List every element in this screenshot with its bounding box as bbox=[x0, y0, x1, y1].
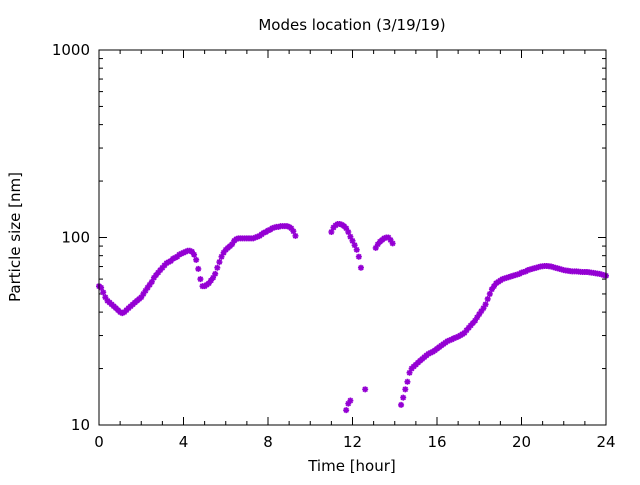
data-point bbox=[290, 228, 297, 235]
chart-title: Modes location (3/19/19) bbox=[258, 16, 445, 34]
data-point bbox=[476, 311, 483, 318]
x-tick-label: 24 bbox=[596, 433, 615, 451]
data-point bbox=[347, 233, 354, 240]
data-point bbox=[345, 400, 352, 407]
y-tick-label: 100 bbox=[61, 229, 90, 247]
x-tick-label: 8 bbox=[263, 433, 273, 451]
data-point bbox=[465, 324, 472, 331]
data-point bbox=[288, 225, 295, 232]
data-point bbox=[98, 284, 105, 291]
data-point bbox=[355, 253, 362, 260]
data-point bbox=[191, 251, 198, 258]
data-point bbox=[153, 272, 160, 279]
data-point bbox=[142, 287, 149, 294]
data-point bbox=[347, 397, 354, 404]
data-point bbox=[480, 305, 487, 312]
data-point bbox=[343, 225, 350, 232]
data-point bbox=[252, 234, 259, 241]
data-point bbox=[404, 378, 411, 385]
x-tick-label: 16 bbox=[427, 433, 446, 451]
data-point bbox=[148, 278, 155, 285]
data-point bbox=[374, 241, 381, 248]
data-point bbox=[140, 290, 147, 297]
data-point bbox=[197, 276, 204, 283]
data-point bbox=[482, 301, 489, 308]
plot-frame bbox=[98, 49, 607, 426]
data-point bbox=[362, 386, 369, 393]
data-point bbox=[180, 249, 187, 256]
y-tick-label: 1000 bbox=[52, 41, 90, 59]
data-point bbox=[100, 289, 107, 296]
data-point bbox=[155, 269, 162, 276]
data-point bbox=[463, 327, 470, 334]
data-point bbox=[444, 338, 451, 345]
data-point bbox=[381, 235, 388, 242]
x-tick-label: 0 bbox=[94, 433, 104, 451]
data-point bbox=[146, 281, 153, 288]
y-tick-label: 10 bbox=[71, 416, 90, 434]
data-point bbox=[343, 407, 350, 414]
data-point bbox=[233, 236, 240, 243]
data-point bbox=[353, 246, 360, 253]
data-point bbox=[349, 237, 356, 244]
x-tick-label: 20 bbox=[512, 433, 531, 451]
data-point bbox=[385, 234, 392, 241]
data-point bbox=[486, 290, 493, 297]
x-tick-label: 4 bbox=[179, 433, 189, 451]
data-point bbox=[461, 329, 468, 336]
data-point bbox=[207, 277, 214, 284]
data-point bbox=[102, 294, 109, 301]
data-point bbox=[205, 280, 212, 287]
data-point bbox=[182, 248, 189, 255]
data-point bbox=[216, 259, 223, 266]
data-points bbox=[96, 221, 609, 414]
data-point bbox=[138, 294, 145, 301]
data-point bbox=[472, 317, 479, 324]
data-point bbox=[150, 274, 157, 281]
x-axis-label: Time [hour] bbox=[307, 457, 396, 475]
data-point bbox=[446, 337, 453, 344]
data-point bbox=[357, 264, 364, 271]
data-point bbox=[157, 267, 164, 274]
data-point bbox=[210, 274, 217, 281]
data-point bbox=[159, 264, 166, 271]
axis-ticks: 0 4 8 12 16 20 24 10 100 1000 bbox=[52, 41, 616, 451]
data-point bbox=[188, 248, 195, 255]
data-point bbox=[402, 386, 409, 393]
data-point bbox=[453, 334, 460, 341]
data-point bbox=[400, 394, 407, 401]
data-point bbox=[214, 264, 221, 271]
data-point bbox=[387, 236, 394, 243]
data-point bbox=[144, 284, 151, 291]
data-point bbox=[345, 228, 352, 235]
data-point bbox=[229, 241, 236, 248]
data-point bbox=[254, 233, 261, 240]
data-point bbox=[250, 235, 257, 242]
data-point bbox=[195, 265, 202, 272]
data-point bbox=[218, 253, 225, 260]
data-point bbox=[474, 314, 481, 321]
data-point bbox=[220, 249, 227, 256]
data-point bbox=[450, 335, 457, 342]
data-point bbox=[212, 270, 219, 277]
data-point bbox=[488, 286, 495, 293]
data-point bbox=[292, 232, 299, 239]
data-point bbox=[491, 283, 498, 290]
data-point bbox=[469, 319, 476, 326]
data-point bbox=[406, 369, 413, 376]
data-point bbox=[398, 401, 405, 408]
data-point bbox=[467, 322, 474, 329]
y-axis-label: Particle size [nm] bbox=[6, 172, 24, 302]
data-point bbox=[351, 242, 358, 249]
data-point bbox=[186, 247, 193, 254]
data-point bbox=[484, 295, 491, 302]
data-point bbox=[389, 240, 396, 247]
data-point bbox=[328, 228, 335, 235]
data-point bbox=[193, 256, 200, 263]
x-tick-label: 12 bbox=[343, 433, 362, 451]
data-point bbox=[372, 244, 379, 251]
data-point bbox=[478, 308, 485, 315]
